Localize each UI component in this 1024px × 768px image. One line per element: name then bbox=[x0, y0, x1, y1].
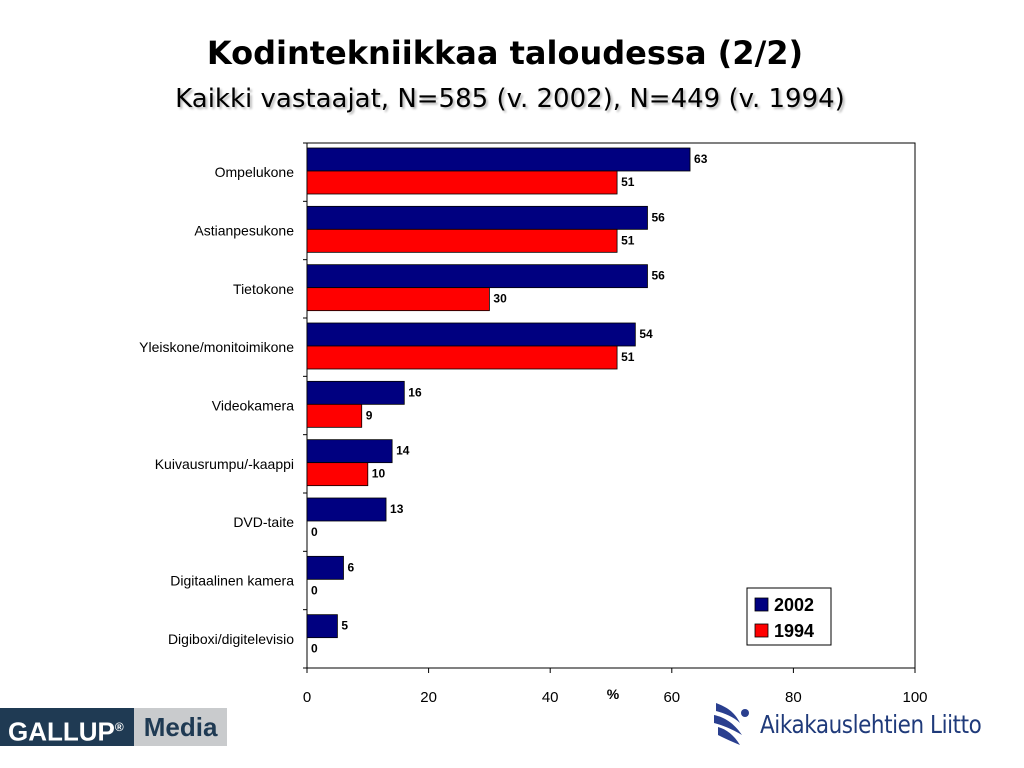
data-label-1994: 0 bbox=[311, 525, 318, 539]
category-label: Videokamera bbox=[212, 398, 294, 414]
category-label: Digiboxi/digitelevisio bbox=[168, 631, 294, 647]
legend-swatch-1994 bbox=[754, 623, 769, 638]
legend-label-1994: 1994 bbox=[774, 621, 814, 641]
category-label: Yleiskone/monitoimikone bbox=[139, 339, 294, 355]
data-label-2002: 16 bbox=[408, 385, 422, 399]
page-subtitle: Kaikki vastaajat, N=585 (v. 2002), N=449… bbox=[175, 84, 845, 114]
x-tick-label: 20 bbox=[420, 689, 437, 706]
bar-2002 bbox=[306, 322, 636, 347]
bar-1994 bbox=[306, 170, 618, 195]
category-label: Astianpesukone bbox=[194, 223, 294, 239]
gallup-logo-text: GALLUP® bbox=[0, 708, 134, 747]
bar-2002 bbox=[306, 614, 338, 639]
x-tick-label: 80 bbox=[785, 689, 802, 706]
data-label-2002: 14 bbox=[396, 444, 410, 458]
x-axis-label: % bbox=[607, 686, 620, 702]
bar-1994 bbox=[306, 287, 490, 312]
x-tick-label: 40 bbox=[542, 689, 559, 706]
gallup-media-logo: GALLUP® Media bbox=[0, 708, 228, 747]
data-label-2002: 63 bbox=[694, 152, 708, 166]
category-label: Ompelukone bbox=[215, 164, 295, 180]
x-tick-label: 0 bbox=[303, 689, 311, 706]
bar-1994 bbox=[306, 403, 363, 428]
media-logo-text: Media bbox=[133, 708, 228, 746]
bar-1994 bbox=[306, 462, 369, 487]
data-label-1994: 9 bbox=[366, 408, 373, 422]
page-title: Kodintekniikkaa taloudessa (2/2) bbox=[206, 34, 804, 72]
data-label-2002: 5 bbox=[341, 619, 348, 633]
data-label-1994: 30 bbox=[493, 292, 507, 306]
data-label-1994: 0 bbox=[311, 583, 318, 597]
category-label: Kuivausrumpu/-kaappi bbox=[155, 456, 294, 472]
data-label-2002: 56 bbox=[651, 210, 665, 224]
bar-2002 bbox=[306, 147, 691, 172]
aikakauslehtien-emblem-icon bbox=[714, 703, 749, 745]
bar-2002 bbox=[306, 264, 648, 289]
data-label-2002: 56 bbox=[651, 269, 665, 283]
data-label-2002: 6 bbox=[347, 560, 354, 574]
bar-2002 bbox=[306, 497, 387, 522]
category-label: Digitaalinen kamera bbox=[170, 573, 294, 589]
data-label-1994: 10 bbox=[372, 467, 386, 481]
bar-1994 bbox=[306, 345, 618, 370]
data-label-1994: 0 bbox=[311, 642, 318, 656]
data-label-1994: 51 bbox=[621, 350, 635, 364]
category-label: DVD-taite bbox=[233, 514, 294, 530]
legend-label-2002: 2002 bbox=[774, 595, 814, 615]
bar-2002 bbox=[306, 439, 393, 464]
bar-2002 bbox=[306, 205, 648, 230]
data-label-2002: 54 bbox=[639, 327, 653, 341]
data-label-1994: 51 bbox=[621, 175, 635, 189]
data-label-2002: 13 bbox=[390, 502, 404, 516]
data-label-1994: 51 bbox=[621, 233, 635, 247]
aikakauslehtien-logo-text: Aikakauslehtien Liitto bbox=[760, 709, 982, 739]
bar-2002 bbox=[306, 380, 405, 405]
x-tick-label: 100 bbox=[902, 689, 927, 706]
category-label: Tietokone bbox=[233, 281, 294, 297]
legend-swatch-2002 bbox=[754, 597, 769, 612]
bar-1994 bbox=[306, 228, 618, 253]
bar-2002 bbox=[306, 555, 344, 580]
aikakauslehtien-liitto-logo: Aikakauslehtien Liitto bbox=[712, 700, 1017, 748]
x-tick-label: 60 bbox=[663, 689, 680, 706]
